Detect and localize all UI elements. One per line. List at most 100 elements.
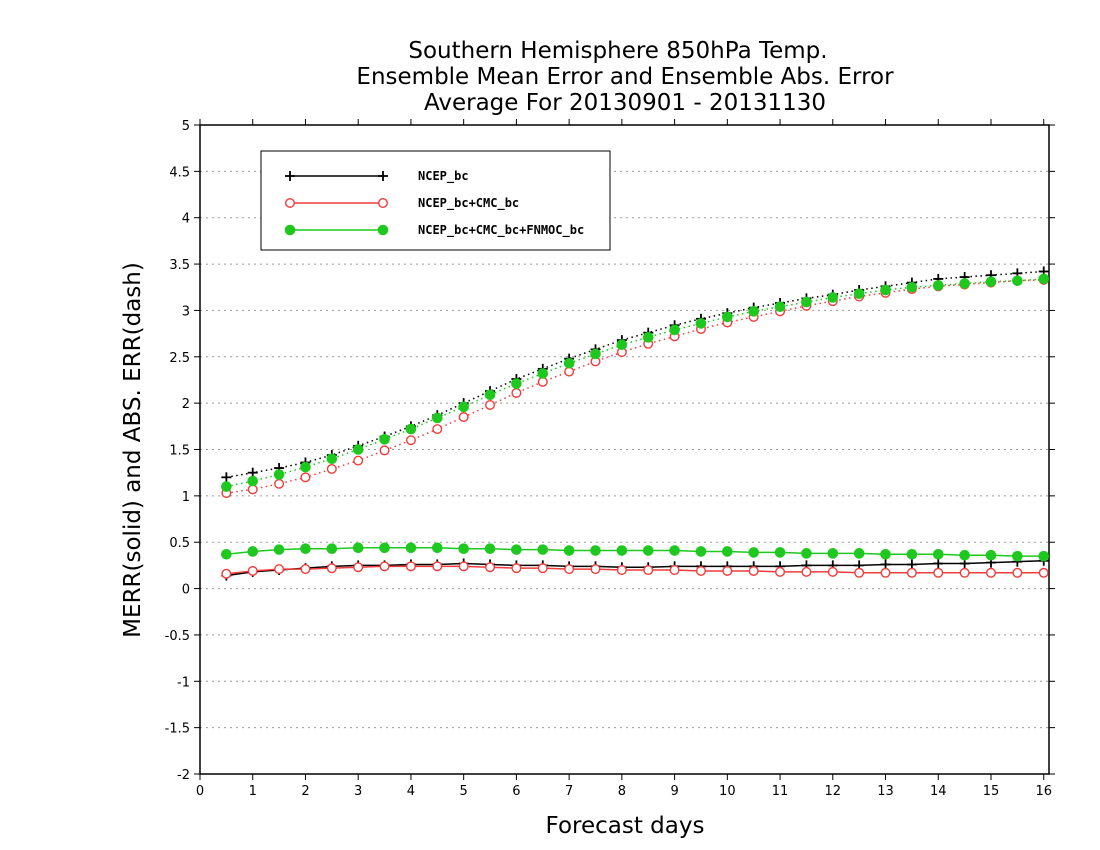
y-tick-label: 1 [182, 490, 190, 505]
merr-point [458, 561, 469, 572]
merr-point [880, 559, 891, 570]
x-tick-label: 14 [930, 784, 947, 799]
legend: NCEP_bc NCEP_bc+CMC_bc NCEP_bc+CMC_bc+FNMO… [260, 150, 611, 251]
merr-point [669, 545, 680, 556]
y-tick-label: -1.5 [165, 722, 190, 737]
abs-err-point [431, 412, 443, 424]
merr-point [405, 561, 416, 572]
merr-point [827, 548, 839, 559]
y-tick-label: 2.5 [169, 351, 190, 366]
series-3 [221, 273, 1050, 562]
abs-err-point [537, 368, 549, 379]
series-1 [221, 266, 1049, 581]
merr-point [564, 564, 575, 575]
merr-point [563, 545, 575, 556]
abs-err-point [379, 434, 390, 445]
x-tick-label: 0 [196, 784, 204, 799]
x-tick-label: 4 [407, 784, 415, 799]
merr-point [326, 563, 337, 574]
merr-point [458, 543, 469, 555]
y-tick-label: -0.5 [165, 629, 190, 644]
y-tick-label: 3.5 [169, 258, 190, 273]
abs-err-point [458, 412, 469, 423]
abs-err-point [353, 455, 364, 466]
abs-err-point [511, 378, 522, 389]
abs-err-line [226, 279, 1044, 494]
abs-err-point [880, 284, 891, 296]
merr-point [616, 545, 628, 556]
x-tick-label: 1 [249, 784, 257, 799]
abs-err-point [247, 475, 259, 487]
abs-err-point [485, 399, 496, 410]
merr-point [431, 542, 443, 554]
y-tick-label: 3 [182, 304, 190, 319]
merr-point [695, 565, 706, 576]
abs-err-point [906, 281, 918, 293]
abs-err-point [722, 311, 733, 323]
abs-err-point [564, 366, 575, 377]
legend-marker [285, 197, 296, 208]
abs-err-point [801, 296, 812, 308]
abs-err-point [1012, 275, 1023, 287]
series-2 [221, 274, 1049, 579]
merr-point [695, 546, 707, 557]
y-tick-label: 4.5 [169, 165, 190, 180]
merr-point [352, 542, 364, 554]
legend-marker [378, 197, 389, 208]
legend-label: NCEP_bc+CMC_bc [418, 196, 519, 211]
abs-err-point [748, 306, 759, 317]
abs-err-point [537, 376, 548, 387]
merr-point [906, 548, 918, 560]
x-tick-label: 6 [512, 784, 520, 799]
merr-point [748, 547, 759, 558]
merr-point [1038, 550, 1050, 562]
axis-ticks: -2-1.5-1-0.500.511.522.533.544.550 1 2 3 4 5 6… [165, 119, 1055, 799]
merr-point [722, 546, 733, 557]
abs-err-point [273, 469, 285, 480]
merr-point [590, 564, 601, 575]
abs-err-point [484, 389, 496, 401]
abs-err-point [352, 444, 364, 455]
y-tick-label: 0.5 [169, 536, 190, 551]
merr-point [537, 563, 548, 574]
abs-err-point [326, 453, 338, 465]
merr-point [932, 548, 944, 560]
x-tick-label: 13 [877, 784, 894, 799]
x-tick-label: 11 [772, 784, 789, 799]
legend-marker [377, 224, 389, 236]
abs-err-point [590, 348, 601, 360]
title-line-3: Average For 20130901 - 20131130 [424, 90, 826, 116]
merr-point [274, 564, 285, 575]
merr-point [906, 567, 917, 578]
merr-point [590, 545, 601, 556]
legend-marker [378, 171, 388, 181]
abs-err-point [932, 280, 944, 291]
y-tick-label: -1 [177, 675, 190, 690]
abs-err-point [458, 401, 469, 413]
abs-err-point [405, 435, 416, 446]
x-tick-label: 2 [301, 784, 309, 799]
merr-point [933, 567, 944, 578]
legend-label: NCEP_bc+CMC_bc+FNMOC_bc [418, 223, 584, 238]
merr-point [485, 562, 496, 573]
merr-point [985, 567, 996, 578]
y-tick-label: 4 [182, 212, 190, 227]
abs-err-line [226, 270, 1044, 479]
legend-marker [285, 171, 295, 181]
abs-err-point [669, 324, 680, 336]
legend-marker [284, 224, 296, 236]
x-tick-label: 9 [670, 784, 678, 799]
merr-point [643, 565, 654, 576]
merr-point [827, 566, 838, 577]
x-tick-label: 5 [460, 784, 468, 799]
merr-point [511, 544, 522, 555]
merr-point [1038, 567, 1049, 578]
title-line-1: Southern Hemisphere 850hPa Temp. [408, 38, 827, 64]
abs-err-point [432, 424, 443, 435]
abs-err-point [985, 276, 997, 287]
merr-point [880, 548, 891, 560]
abs-err-point [221, 472, 232, 483]
y-tick-label: 2 [182, 397, 190, 412]
abs-err-point [563, 357, 575, 369]
